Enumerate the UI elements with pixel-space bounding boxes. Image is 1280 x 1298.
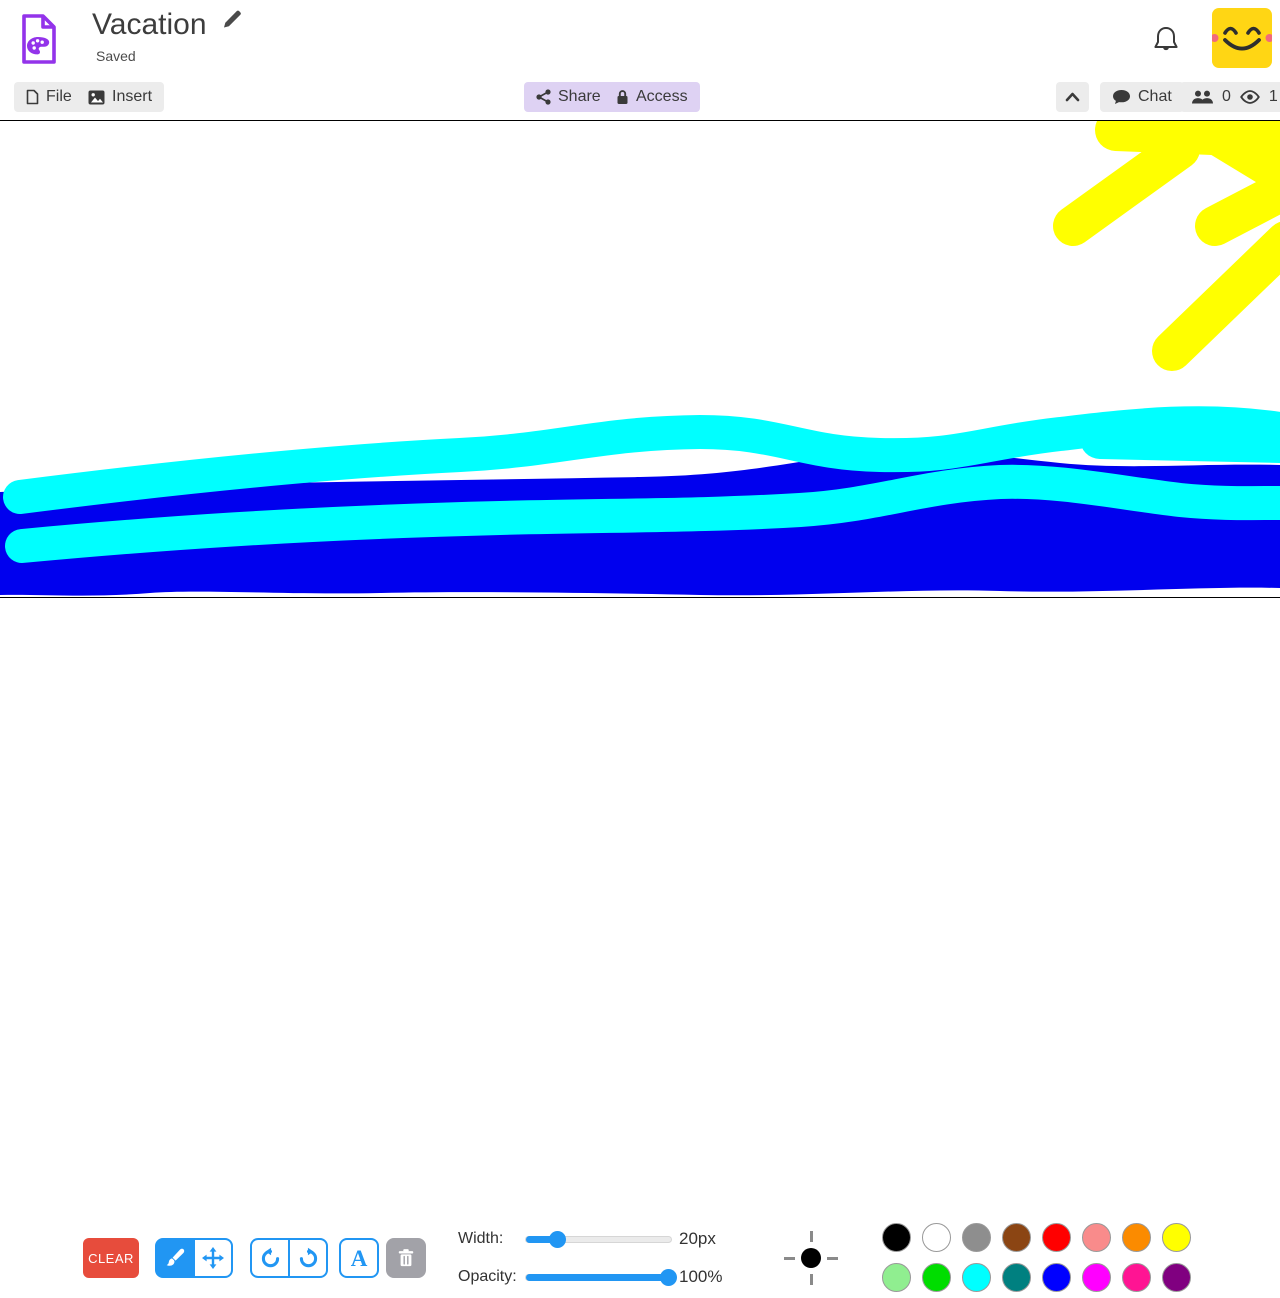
text-tool-label: A <box>350 1245 368 1271</box>
header: Vacation Saved <box>0 0 1280 78</box>
tool-panel: CLEAR A <box>0 598 1280 1292</box>
collaborators-count: 0 <box>1222 88 1231 105</box>
move-arrows-icon <box>202 1247 224 1269</box>
clear-canvas-button[interactable]: CLEAR <box>83 1238 139 1278</box>
undo-button[interactable] <box>250 1238 290 1278</box>
brush-tool-button[interactable] <box>155 1238 195 1278</box>
sun-drawing <box>1053 121 1280 371</box>
chat-label: Chat <box>1138 88 1172 105</box>
opacity-slider-thumb[interactable] <box>660 1268 677 1286</box>
save-status: Saved <box>96 48 136 64</box>
user-avatar-smiley[interactable] <box>1212 8 1272 68</box>
document-title: Vacation <box>92 8 207 41</box>
chat-button[interactable]: Chat <box>1100 82 1184 112</box>
brush-icon <box>166 1248 185 1266</box>
width-slider-row: Width: 20px <box>458 1228 716 1250</box>
color-swatch-blue[interactable] <box>1042 1263 1071 1292</box>
color-swatch-cyan[interactable] <box>962 1263 991 1292</box>
undo-icon <box>261 1247 279 1267</box>
color-swatch-red[interactable] <box>1042 1223 1071 1252</box>
app-logo-palette-document-icon <box>22 14 56 64</box>
collaborators-icon <box>1192 90 1213 104</box>
eraser-trash-tool-button[interactable] <box>386 1238 426 1278</box>
width-slider-thumb[interactable] <box>548 1230 566 1248</box>
viewers-count: 1 <box>1268 88 1278 105</box>
chat-bubble-icon <box>1113 90 1130 104</box>
trash-icon <box>398 1249 414 1267</box>
color-swatch-gray[interactable] <box>962 1223 991 1252</box>
access-button[interactable]: Access <box>604 82 700 112</box>
viewers-eye-icon <box>1240 90 1260 104</box>
brush-preview-tick-left <box>784 1257 795 1260</box>
share-icon <box>536 89 551 105</box>
insert-menu-button[interactable]: Insert <box>76 82 165 112</box>
chevron-up-icon <box>1065 92 1080 102</box>
opacity-slider-fill <box>526 1273 671 1281</box>
color-swatch-green[interactable] <box>922 1263 951 1292</box>
brush-preview-tick-top <box>810 1231 813 1242</box>
share-label: Share <box>558 88 601 105</box>
redo-button[interactable] <box>288 1238 328 1278</box>
surf-waves-drawing <box>3 406 1280 563</box>
color-swatch-orange[interactable] <box>1122 1223 1151 1252</box>
color-swatch-black[interactable] <box>882 1223 911 1252</box>
file-menu-button[interactable]: File <box>14 82 84 112</box>
brush-preview-dot <box>801 1248 821 1268</box>
color-swatch-pink[interactable] <box>1122 1263 1151 1292</box>
color-swatch-white[interactable] <box>922 1223 951 1252</box>
width-label: Width: <box>458 1230 504 1247</box>
insert-menu-label: Insert <box>112 88 153 105</box>
share-button[interactable]: Share <box>524 82 613 112</box>
lock-icon <box>617 90 628 104</box>
insert-image-icon <box>88 90 105 104</box>
access-label: Access <box>636 88 688 105</box>
redo-icon <box>299 1247 317 1267</box>
canvas-drawing <box>0 121 1280 596</box>
file-menu-label: File <box>46 88 72 105</box>
color-swatch-salmon[interactable] <box>1082 1223 1111 1252</box>
width-value: 20px <box>679 1229 716 1248</box>
brush-preview-tick-right <box>827 1257 838 1260</box>
opacity-value: 100% <box>679 1267 723 1286</box>
presence-stats[interactable]: 0 1 <box>1180 82 1280 112</box>
color-swatch-yellow[interactable] <box>1162 1223 1191 1252</box>
color-swatch-brown[interactable] <box>1002 1223 1031 1252</box>
text-tool-button[interactable]: A <box>339 1238 379 1278</box>
opacity-slider-row: Opacity: 100% <box>458 1266 722 1288</box>
notifications-bell-icon[interactable] <box>1152 24 1180 54</box>
color-swatch-magenta[interactable] <box>1082 1263 1111 1292</box>
edit-title-pencil-icon[interactable] <box>221 8 243 30</box>
width-slider[interactable] <box>525 1230 672 1248</box>
color-swatch-teal[interactable] <box>1002 1263 1031 1292</box>
color-swatch-purple[interactable] <box>1162 1263 1191 1292</box>
color-palette <box>877 1218 1197 1298</box>
opacity-label: Opacity: <box>458 1268 517 1285</box>
menu-toolbar: File Insert Share Access Chat <box>0 78 1280 120</box>
brush-preview-tick-bottom <box>810 1274 813 1285</box>
color-swatch-light-green[interactable] <box>882 1263 911 1292</box>
brush-preview <box>781 1228 841 1288</box>
opacity-slider[interactable] <box>525 1268 677 1286</box>
drawing-canvas[interactable] <box>0 120 1280 598</box>
file-icon <box>26 89 39 105</box>
collapse-toolbar-button[interactable] <box>1056 82 1089 112</box>
move-tool-button[interactable] <box>193 1238 233 1278</box>
